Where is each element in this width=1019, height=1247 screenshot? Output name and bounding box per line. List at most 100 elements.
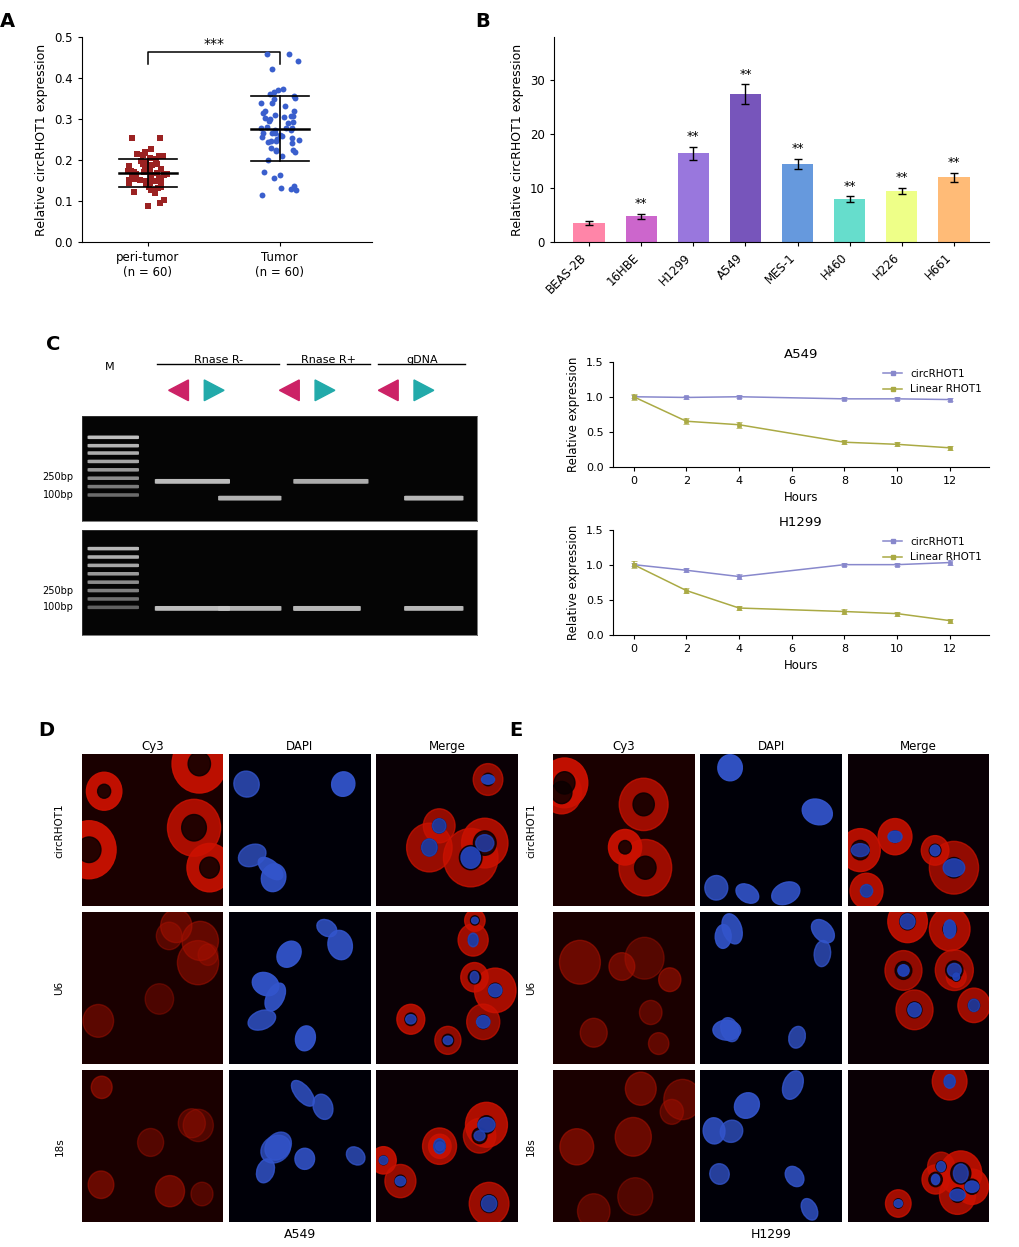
Point xyxy=(144,180,160,200)
Point xyxy=(158,163,174,183)
Ellipse shape xyxy=(860,884,872,897)
Point xyxy=(272,126,288,146)
Ellipse shape xyxy=(782,1071,803,1100)
Point xyxy=(149,155,165,175)
Point xyxy=(285,101,302,121)
Circle shape xyxy=(396,1004,424,1034)
Polygon shape xyxy=(204,380,224,400)
Circle shape xyxy=(663,1080,701,1120)
Ellipse shape xyxy=(327,930,353,960)
Point xyxy=(120,161,137,181)
Ellipse shape xyxy=(470,971,478,983)
Point xyxy=(120,161,137,181)
Point xyxy=(142,147,158,167)
Ellipse shape xyxy=(721,914,742,944)
Point xyxy=(121,170,138,190)
FancyBboxPatch shape xyxy=(218,606,281,611)
Ellipse shape xyxy=(736,884,758,903)
Point xyxy=(267,106,283,126)
FancyBboxPatch shape xyxy=(404,606,463,611)
Ellipse shape xyxy=(468,933,478,946)
Circle shape xyxy=(541,758,587,808)
Circle shape xyxy=(482,773,493,786)
Point xyxy=(282,120,299,140)
Circle shape xyxy=(634,857,655,879)
Circle shape xyxy=(428,1135,450,1158)
Point xyxy=(285,176,302,196)
Point xyxy=(120,173,137,193)
Text: B: B xyxy=(475,12,489,31)
Circle shape xyxy=(887,900,926,943)
Point xyxy=(140,197,156,217)
Point xyxy=(143,166,159,186)
Circle shape xyxy=(183,1109,213,1142)
Title: Cy3: Cy3 xyxy=(141,741,164,753)
Point xyxy=(259,44,275,64)
Point xyxy=(140,161,156,181)
Point xyxy=(131,170,148,190)
Circle shape xyxy=(893,1198,902,1208)
Ellipse shape xyxy=(930,1175,938,1185)
Point xyxy=(264,60,280,80)
Point xyxy=(284,140,301,160)
Circle shape xyxy=(935,1161,946,1172)
FancyBboxPatch shape xyxy=(88,485,139,489)
Circle shape xyxy=(384,1165,416,1197)
Circle shape xyxy=(944,858,963,878)
Ellipse shape xyxy=(256,1158,274,1183)
Point xyxy=(142,173,158,193)
Point xyxy=(126,182,143,202)
Point xyxy=(137,142,153,162)
Point xyxy=(274,126,290,146)
Title: Merge: Merge xyxy=(899,741,936,753)
Circle shape xyxy=(463,1119,495,1153)
Text: **: ** xyxy=(687,131,699,143)
FancyBboxPatch shape xyxy=(88,547,139,550)
Title: DAPI: DAPI xyxy=(286,741,313,753)
Ellipse shape xyxy=(967,999,978,1011)
Circle shape xyxy=(186,843,232,892)
FancyBboxPatch shape xyxy=(88,468,139,471)
Ellipse shape xyxy=(421,839,437,857)
Ellipse shape xyxy=(433,1139,445,1153)
Title: H1299: H1299 xyxy=(779,515,822,529)
Ellipse shape xyxy=(461,847,480,868)
Circle shape xyxy=(443,828,497,887)
Point xyxy=(138,175,154,195)
Ellipse shape xyxy=(702,1117,725,1143)
Point xyxy=(257,101,273,121)
Bar xyxy=(677,153,708,242)
Point xyxy=(141,177,157,197)
Circle shape xyxy=(187,752,210,776)
Point xyxy=(149,163,165,183)
Point xyxy=(286,89,303,108)
FancyBboxPatch shape xyxy=(155,606,229,611)
Ellipse shape xyxy=(801,799,832,824)
Point xyxy=(255,162,271,182)
Y-axis label: 18s: 18s xyxy=(55,1137,64,1156)
Ellipse shape xyxy=(475,834,493,852)
Circle shape xyxy=(488,983,501,998)
Point xyxy=(284,106,301,126)
Circle shape xyxy=(62,821,116,879)
Ellipse shape xyxy=(720,1018,739,1041)
Text: Rnase R-: Rnase R- xyxy=(194,354,243,364)
Circle shape xyxy=(181,922,218,960)
Circle shape xyxy=(619,840,631,854)
Point xyxy=(273,146,289,166)
Circle shape xyxy=(432,818,445,833)
Y-axis label: U6: U6 xyxy=(55,981,64,995)
Circle shape xyxy=(423,809,454,843)
Circle shape xyxy=(884,1190,910,1217)
Circle shape xyxy=(849,873,882,909)
Circle shape xyxy=(422,1129,457,1165)
Circle shape xyxy=(938,1151,980,1196)
Circle shape xyxy=(950,1162,970,1185)
Circle shape xyxy=(476,1015,489,1029)
Circle shape xyxy=(473,763,502,796)
Circle shape xyxy=(938,1176,974,1215)
Title: Merge: Merge xyxy=(428,741,465,753)
FancyBboxPatch shape xyxy=(88,589,139,592)
Ellipse shape xyxy=(953,1163,967,1182)
Point xyxy=(285,86,302,106)
